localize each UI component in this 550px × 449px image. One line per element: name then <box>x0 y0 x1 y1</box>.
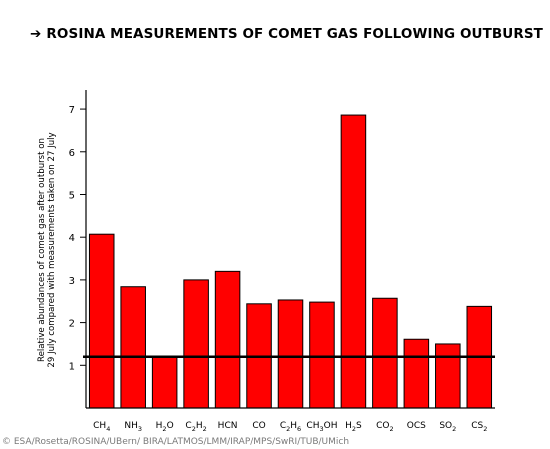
x-tick-label: SO2 <box>439 421 456 433</box>
y-tick-label: 6 <box>69 148 75 159</box>
bar <box>340 114 367 409</box>
bar <box>183 279 209 409</box>
x-tick-label: OCS <box>407 421 426 431</box>
y-tick-label: 4 <box>69 233 75 244</box>
x-tick-label: CH4 <box>93 421 110 433</box>
y-tick-label: 1 <box>69 361 75 372</box>
y-tick-label: 7 <box>69 105 75 116</box>
bar <box>277 299 304 409</box>
x-tick-label: HCN <box>218 421 238 431</box>
y-tick-label: 5 <box>69 190 75 201</box>
x-tick-label: H2S <box>345 421 362 433</box>
bar <box>88 233 115 409</box>
bar <box>214 270 241 409</box>
bar <box>309 301 335 409</box>
x-tick-label: CH3OH <box>306 421 337 433</box>
bar <box>435 343 461 409</box>
x-tick-label: CO2 <box>376 421 394 433</box>
x-tick-label: CS2 <box>471 421 487 433</box>
x-tick-label: NH3 <box>124 421 142 433</box>
arrow-icon: ➔ <box>30 26 42 42</box>
y-tick-label: 2 <box>69 319 75 330</box>
x-tick-label: H2O <box>156 421 174 433</box>
x-tick-label: C2H6 <box>280 421 301 433</box>
chart-title-text: ROSINA MEASUREMENTS OF COMET GAS FOLLOWI… <box>46 26 543 42</box>
y-tick-label: 3 <box>69 276 75 287</box>
bar <box>120 286 146 409</box>
bar <box>403 338 430 409</box>
bar <box>372 297 398 409</box>
bar <box>151 356 178 409</box>
x-tick-label: C2H2 <box>185 421 206 433</box>
x-tick-label: CO <box>252 421 265 431</box>
y-axis-title-line: 29 July compared with measurements taken… <box>47 132 57 367</box>
y-axis-title-line: Relative abundances of comet gas after o… <box>37 138 47 362</box>
image-credit: © ESA/Rosetta/ROSINA/UBern/ BIRA/LATMOS/… <box>2 437 350 447</box>
chart-title: ➔ ROSINA MEASUREMENTS OF COMET GAS FOLLOW… <box>30 26 543 42</box>
